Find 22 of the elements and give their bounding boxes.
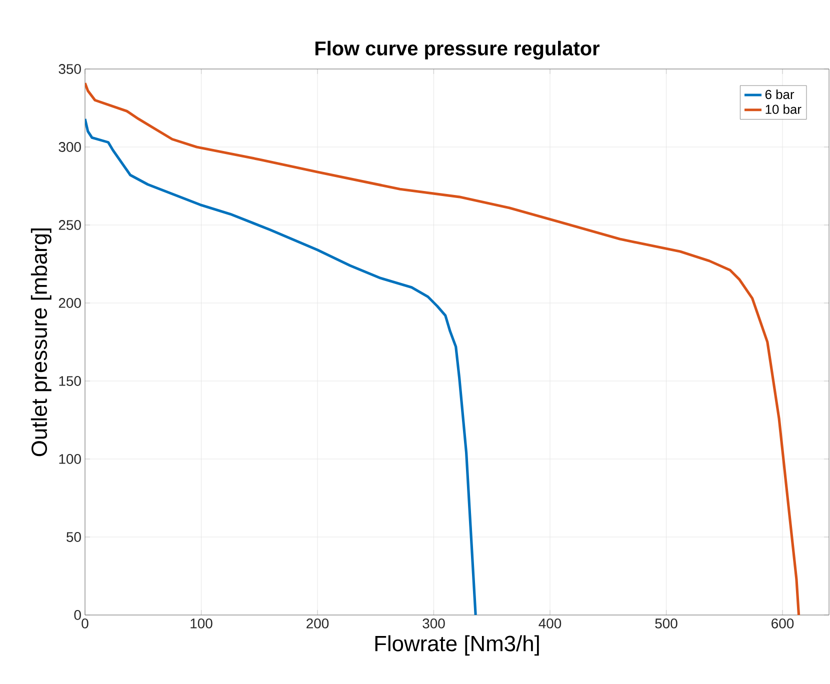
y-tick-label: 50 xyxy=(66,532,81,542)
y-tick-label: 300 xyxy=(58,142,81,152)
x-tick-label: 0 xyxy=(82,618,88,628)
y-tick-label: 350 xyxy=(58,64,81,74)
x-tick-label: 500 xyxy=(655,618,678,628)
y-tick-label: 100 xyxy=(59,454,81,464)
y-axis-title: Outlet pressure [mbarg] xyxy=(30,228,52,456)
line-series xyxy=(85,118,477,615)
x-axis-title: Flowrate [Nm3/h] xyxy=(375,635,539,656)
chart-title: Flow curve pressure regulator xyxy=(315,40,600,60)
x-tick-label: 400 xyxy=(538,618,562,628)
y-tick-label: 250 xyxy=(58,220,81,230)
y-tick-label: 0 xyxy=(74,610,81,620)
x-tick-label: 200 xyxy=(306,618,329,628)
legend-label: 10 bar xyxy=(766,104,802,114)
x-tick-label: 100 xyxy=(190,618,212,628)
y-tick-label: 200 xyxy=(58,298,81,308)
y-tick-label: 150 xyxy=(59,376,81,386)
x-tick-label: 600 xyxy=(772,618,794,628)
legend-label: 6 bar xyxy=(765,90,794,100)
line-series xyxy=(85,82,800,615)
x-tick-label: 300 xyxy=(422,618,445,628)
